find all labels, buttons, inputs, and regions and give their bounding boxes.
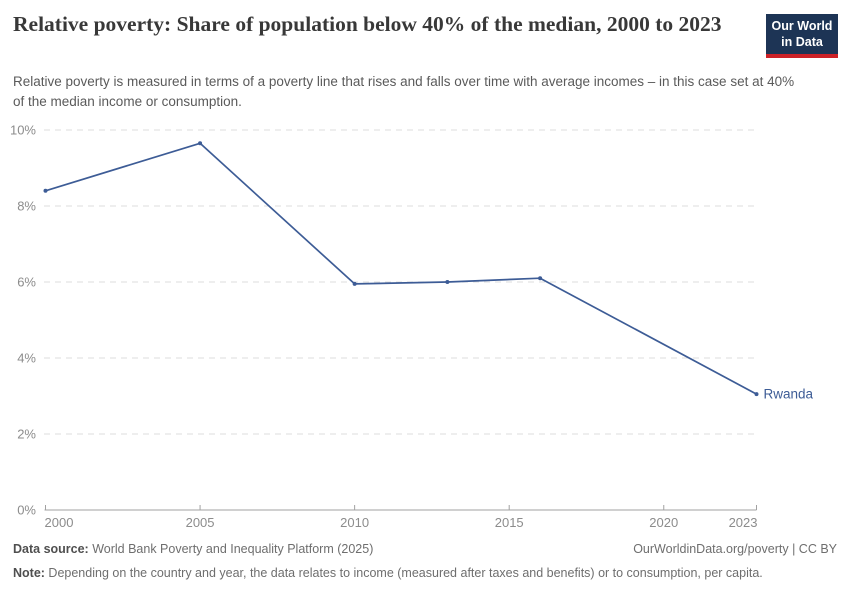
owid-logo[interactable]: Our World in Data	[766, 14, 838, 58]
series-line	[44, 142, 758, 395]
data-point	[352, 281, 357, 286]
poverty-line-chart: 0% 2% 4% 6% 8% 10% 2000 2005 2010 2015 2020 2023 Rwa…	[10, 123, 814, 531]
y-tick-label: 4%	[17, 351, 36, 366]
chart-title: Relative poverty: Share of population be…	[13, 12, 722, 36]
x-tick-label: 2020	[649, 515, 678, 530]
data-point	[43, 188, 48, 193]
owid-url-link[interactable]: OurWorldinData.org/poverty | CC BY	[633, 542, 837, 556]
data-source-value: World Bank Poverty and Inequality Platfo…	[88, 542, 374, 556]
data-source-label: Data source:	[13, 542, 89, 556]
y-tick-label: 6%	[17, 275, 36, 290]
chart-subtitle: Relative poverty is measured in terms of…	[13, 74, 795, 109]
owid-logo-line2: in Data	[781, 35, 823, 50]
footer-source-row: Data source: World Bank Poverty and Ineq…	[13, 540, 837, 558]
note-text: Depending on the country and year, the d…	[44, 566, 763, 581]
x-tick-label: 2005	[186, 515, 215, 530]
note-label: Note:	[13, 566, 45, 581]
data-point	[754, 392, 759, 397]
x-tick-label: 2015	[495, 515, 524, 530]
y-tick-label: 2%	[17, 427, 36, 442]
x-tick-label: 2010	[340, 515, 369, 530]
data-point	[538, 276, 543, 281]
data-source: Data source: World Bank Poverty and Ineq…	[13, 540, 373, 558]
chart-footer: Data source: World Bank Poverty and Ineq…	[13, 540, 837, 582]
x-tick-label: 2000	[45, 515, 74, 530]
y-tick-label: 0%	[17, 503, 36, 518]
series-end-label: Rwanda	[764, 387, 814, 402]
owid-logo-line1: Our World	[771, 19, 833, 33]
data-point	[198, 141, 203, 146]
y-tick-label: 10%	[10, 123, 36, 138]
y-tick-label: 8%	[17, 199, 36, 214]
x-tick-label: 2023	[729, 515, 758, 530]
data-point	[445, 280, 450, 284]
footer-note-row: Note: Depending on the country and year,…	[13, 564, 837, 582]
